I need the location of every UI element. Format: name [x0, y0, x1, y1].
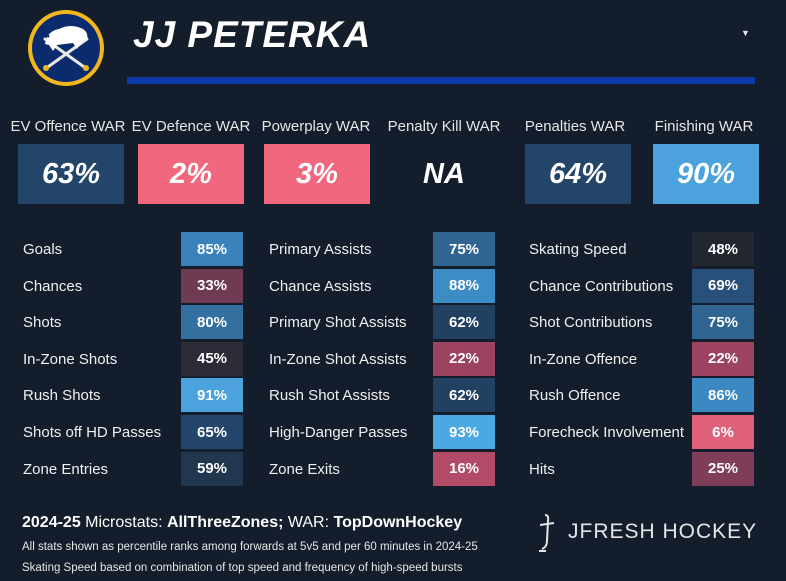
- war-label: EV Offence WAR: [10, 118, 126, 135]
- stat-percentile-box: 22%: [692, 341, 754, 376]
- stat-percentile-box: 75%: [692, 305, 754, 340]
- war-label: Penalties WAR: [524, 118, 626, 135]
- stat-percentile-box: 91%: [181, 378, 243, 413]
- stat-label: Primary Shot Assists: [269, 314, 407, 332]
- stat-percentile-box: 59%: [181, 451, 243, 486]
- war-label: Penalty Kill WAR: [387, 118, 501, 135]
- stat-label: Forecheck Involvement: [529, 424, 685, 441]
- stat-percentile-box: 86%: [692, 378, 754, 413]
- stat-label: Rush Offence: [529, 387, 621, 405]
- war-value-box: 2%: [138, 144, 244, 204]
- war-source-label: WAR:: [287, 514, 334, 531]
- footer-title: 2024-25 Microstats: AllThreeZones; WAR: …: [22, 514, 462, 532]
- chevron-down-icon[interactable]: ▼: [741, 28, 750, 38]
- war-value-box: 64%: [525, 144, 631, 204]
- stat-label: Chance Assists: [269, 277, 372, 295]
- stat-percentile-box: 45%: [181, 341, 243, 376]
- stat-percentile-box: 62%: [433, 305, 495, 340]
- stat-percentile-box: 6%: [692, 415, 754, 449]
- war-value-box: 90%: [653, 144, 759, 204]
- stat-label: Shot Contributions: [529, 314, 653, 332]
- header-accent-bar: [127, 77, 755, 84]
- stat-label: Chances: [23, 277, 83, 295]
- buffalo-sabres-logo-icon: [27, 9, 105, 87]
- war-value-box: 63%: [18, 144, 124, 204]
- stat-label: In-Zone Shots: [23, 350, 118, 368]
- season-label: 2024-25: [22, 514, 86, 531]
- footnote-percentile: All stats shown as percentile ranks amon…: [22, 541, 478, 553]
- stat-label: Zone Entries: [23, 460, 109, 478]
- stat-percentile-box: 25%: [692, 451, 754, 486]
- stat-label: High-Danger Passes: [269, 424, 408, 441]
- stat-label: Rush Shot Assists: [269, 387, 390, 405]
- war-label: Powerplay WAR: [261, 118, 371, 135]
- stat-label: Rush Shots: [23, 387, 101, 405]
- stat-percentile-box: 65%: [181, 415, 243, 449]
- stat-percentile-box: 88%: [433, 268, 495, 303]
- stat-label: Primary Assists: [269, 241, 372, 258]
- stat-percentile-box: 16%: [433, 451, 495, 486]
- stat-percentile-box: 69%: [692, 268, 754, 303]
- microstats-source-label: Microstats:: [85, 514, 167, 531]
- stat-percentile-box: 33%: [181, 268, 243, 303]
- stat-label: In-Zone Offence: [529, 350, 638, 368]
- jfresh-skate-logo-icon: [536, 513, 558, 553]
- war-label: Finishing WAR: [654, 118, 754, 135]
- war-source: TopDownHockey: [333, 514, 463, 531]
- stat-percentile-box: 93%: [433, 415, 495, 449]
- stat-label: Shots off HD Passes: [23, 424, 162, 441]
- player-name: JJ PETERKA: [133, 14, 372, 55]
- stat-percentile-box: 85%: [181, 232, 243, 266]
- stat-percentile-box: 48%: [692, 232, 754, 266]
- stat-percentile-box: 80%: [181, 305, 243, 340]
- war-label: EV Defence WAR: [131, 118, 251, 135]
- war-value-box: NA: [391, 144, 497, 204]
- stat-label: Chance Contributions: [529, 277, 674, 295]
- brand-name: JFRESH HOCKEY: [568, 520, 758, 543]
- stat-percentile-box: 22%: [433, 341, 495, 376]
- stat-label: Hits: [529, 460, 555, 478]
- stat-label: In-Zone Shot Assists: [269, 350, 407, 368]
- war-value-box: 3%: [264, 144, 370, 204]
- stat-percentile-box: 75%: [433, 232, 495, 266]
- stat-label: Goals: [23, 241, 63, 258]
- stat-label: Zone Exits: [269, 460, 340, 478]
- footnote-skating-speed: Skating Speed based on combination of to…: [22, 562, 463, 574]
- stat-label: Skating Speed: [529, 241, 627, 258]
- microstats-source: AllThreeZones;: [166, 514, 288, 531]
- stat-percentile-box: 62%: [433, 378, 495, 413]
- stat-label: Shots: [23, 314, 62, 332]
